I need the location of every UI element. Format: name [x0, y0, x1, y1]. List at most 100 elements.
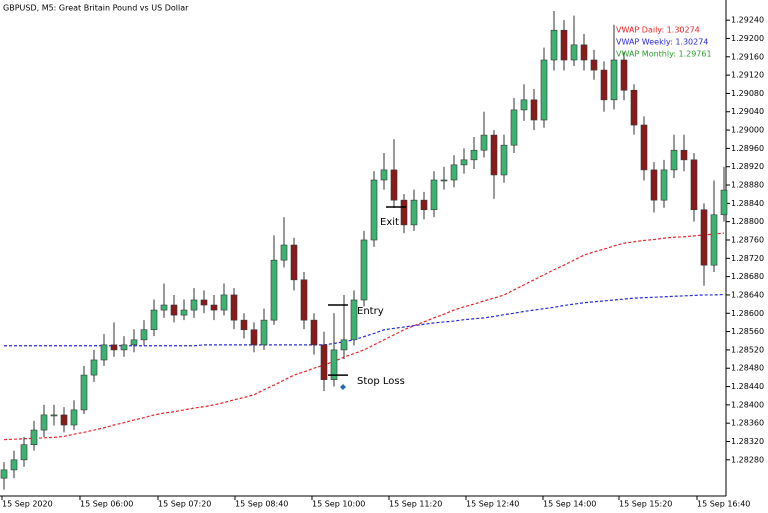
candle-body	[60, 414, 68, 426]
candle-body	[720, 189, 728, 216]
candle-body	[130, 339, 138, 346]
candle-body	[290, 244, 298, 281]
y-tick-label: 1.28960	[731, 144, 764, 153]
candle-body	[520, 99, 528, 111]
candle-body	[330, 349, 338, 380]
candle-body	[590, 59, 598, 71]
candle-body	[110, 344, 118, 351]
y-tick-label: 1.28800	[731, 217, 764, 226]
candle-body	[560, 29, 568, 61]
candle-body	[90, 359, 98, 376]
candle-body	[700, 209, 708, 266]
candle-body	[230, 294, 238, 321]
y-tick-label: 1.28760	[731, 235, 764, 244]
candle-body	[240, 319, 248, 331]
x-tick-label: 15 Sep 16:40	[697, 500, 750, 509]
candle-body	[620, 59, 628, 91]
candle-body	[640, 124, 648, 171]
x-tick-label: 15 Sep 15:20	[619, 500, 672, 509]
y-tick-label: 1.28520	[731, 345, 764, 354]
candle-body	[280, 244, 288, 261]
candle-body	[440, 179, 448, 182]
candle-body	[0, 469, 8, 479]
candle-body	[250, 329, 258, 346]
y-tick-label: 1.28880	[731, 181, 764, 190]
candle-body	[190, 299, 198, 311]
candle-body	[10, 459, 18, 471]
y-tick-label: 1.28920	[731, 162, 764, 171]
candle-body	[260, 319, 268, 346]
candle-body	[40, 414, 48, 431]
legend-entry: VWAP Daily: 1.30274	[616, 26, 700, 35]
x-tick-label: 15 Sep 08:40	[235, 500, 288, 509]
candle-body	[400, 199, 408, 226]
marker	[340, 383, 346, 390]
y-tick-label: 1.28400	[731, 400, 764, 409]
x-tick-label: 15 Sep 10:00	[312, 500, 365, 509]
candle-body	[540, 59, 548, 121]
candle-body	[410, 199, 418, 226]
y-tick-label: 1.28600	[731, 309, 764, 318]
candle-body	[200, 299, 208, 306]
candle-body	[140, 329, 148, 341]
annotation-label: Entry	[357, 306, 384, 317]
candle-body	[340, 339, 348, 351]
candle-body	[650, 169, 658, 201]
candle-body	[630, 89, 638, 126]
candle-body	[430, 179, 438, 211]
candle-body	[500, 144, 508, 176]
candle-body	[670, 149, 678, 171]
candle-body	[710, 214, 718, 266]
candle-body	[70, 409, 78, 426]
y-tick-label: 1.28560	[731, 327, 764, 336]
candle-body	[510, 109, 518, 146]
y-tick-label: 1.28480	[731, 364, 764, 373]
x-tick-label: 15 Sep 11:20	[389, 500, 442, 509]
y-tick-label: 1.29120	[731, 71, 764, 80]
y-tick-label: 1.28720	[731, 254, 764, 263]
y-tick-label: 1.28640	[731, 290, 764, 299]
candle-body	[550, 29, 558, 61]
legend-entry: VWAP Monthly: 1.29761	[616, 50, 712, 59]
y-tick-label: 1.29200	[731, 34, 764, 43]
candle-body	[80, 374, 88, 411]
candle-body	[580, 44, 588, 61]
y-tick-label: 1.28280	[731, 455, 764, 464]
y-tick-label: 1.28360	[731, 419, 764, 428]
candle-body	[390, 169, 398, 201]
candle-body	[30, 429, 38, 446]
annotation-label: Exit	[380, 217, 399, 228]
candle-body	[570, 44, 578, 61]
y-tick-label: 1.29080	[731, 89, 764, 98]
y-tick-label: 1.28680	[731, 272, 764, 281]
candle-body	[320, 344, 328, 380]
candle-body	[20, 444, 28, 461]
candle-body	[450, 164, 458, 181]
candle-body	[660, 169, 668, 201]
candle-body	[120, 344, 128, 351]
x-tick-label: 15 Sep 14:00	[543, 500, 596, 509]
candle-body	[600, 69, 608, 101]
candle-body	[530, 99, 538, 121]
candle-body	[380, 169, 388, 181]
y-tick-label: 1.28440	[731, 382, 764, 391]
candle-body	[420, 199, 428, 211]
candle-body	[220, 294, 228, 311]
y-tick-label: 1.29000	[731, 126, 764, 135]
candle-body	[310, 319, 318, 346]
candle-body	[270, 259, 278, 321]
candle-body	[300, 279, 308, 321]
y-tick-label: 1.28840	[731, 199, 764, 208]
chart-title: GBPUSD, M5: Great Britain Pound vs US Do…	[3, 4, 189, 13]
annotation-label: Stop Loss	[357, 376, 405, 387]
candle-body	[50, 414, 58, 417]
x-tick-label: 15 Sep 06:00	[80, 500, 133, 509]
candle-body	[490, 134, 498, 176]
y-tick-label: 1.29160	[731, 52, 764, 61]
candle-body	[680, 149, 688, 161]
candle-body	[610, 59, 618, 101]
x-tick-label: 15 Sep 2020	[2, 500, 53, 509]
vwap-line	[3, 232, 725, 441]
legend-entry: VWAP Weekly: 1.30274	[616, 38, 708, 47]
